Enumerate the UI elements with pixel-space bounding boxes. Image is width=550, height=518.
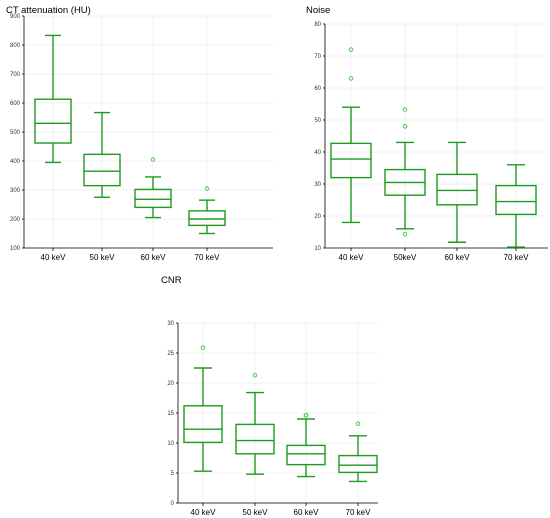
box-3 (286, 413, 326, 478)
chart-title: CNR (161, 275, 182, 286)
y-tick-label: 10 (314, 246, 321, 252)
x-tick-label: 40 keV (41, 253, 67, 262)
box-iqr (436, 173, 478, 206)
y-tick-label: 5 (171, 471, 175, 477)
x-tick-label: 50keV (394, 253, 417, 262)
y-tick-label: 0 (171, 501, 175, 507)
x-tick-label: 60 keV (141, 253, 167, 262)
outlier-point (402, 231, 408, 237)
chart-title: Noise (306, 5, 330, 16)
y-tick-label: 20 (314, 214, 321, 220)
box-iqr (83, 153, 121, 187)
y-tick-label: 700 (10, 72, 21, 78)
outlier-point (402, 124, 408, 129)
box-iqr (330, 142, 372, 179)
x-tick-label: 50 keV (243, 508, 269, 517)
y-tick-label: 200 (10, 217, 21, 223)
x-tick-label: 60 keV (294, 508, 320, 517)
chart-panel-2: Noise 10 20 30 40 50 60 70 80 40 keV 50keV 60 keV 70… (306, 5, 548, 262)
x-tick-label: 70 keV (346, 508, 372, 517)
y-tick-label: 70 (314, 54, 321, 60)
box-iqr (235, 423, 275, 455)
outlier-point (252, 372, 258, 378)
outlier-point (150, 157, 156, 162)
box-1 (34, 34, 72, 164)
y-tick-label: 600 (10, 101, 21, 107)
x-tick-label: 40 keV (191, 508, 217, 517)
y-tick-label: 30 (167, 321, 174, 327)
y-tick-label: 20 (167, 381, 174, 387)
x-tick-label: 70 keV (195, 253, 221, 262)
x-tick-label: 70 keV (504, 253, 530, 262)
chart-panel-1: CT attenuation (HU) 100 200 300 400 500 600 700… (6, 5, 273, 262)
outlier-point (204, 186, 210, 191)
y-tick-label: 800 (10, 43, 21, 49)
x-tick-label: 40 keV (339, 253, 365, 262)
box-2 (235, 372, 275, 475)
x-tick-label: 60 keV (445, 253, 471, 262)
box-iqr (183, 405, 223, 444)
box-1 (183, 345, 223, 472)
box-iqr (188, 210, 226, 227)
outlier-point (355, 421, 361, 427)
y-tick-label: 100 (10, 246, 21, 252)
y-tick-label: 15 (167, 411, 174, 417)
outlier-point (200, 345, 206, 350)
y-tick-label: 60 (314, 86, 321, 92)
box-iqr (286, 444, 326, 466)
outlier-point (402, 107, 408, 112)
y-tick-label: 50 (314, 118, 321, 124)
box-4 (495, 164, 537, 248)
outlier-point (348, 47, 354, 52)
y-tick-label: 900 (10, 14, 21, 20)
box-2 (384, 107, 426, 237)
y-tick-label: 80 (314, 22, 321, 28)
y-tick-label: 10 (167, 441, 174, 447)
x-tick-label: 50 keV (90, 253, 116, 262)
outlier-point (303, 413, 309, 418)
box-iqr (134, 188, 172, 209)
y-tick-label: 500 (10, 130, 21, 136)
box-iqr (34, 98, 72, 144)
chart-panel-3: CNR 0 5 10 15 20 25 30 40 keV 50 keV 60 keV 70 keV (161, 275, 378, 517)
box-4 (338, 421, 378, 483)
y-tick-label: 400 (10, 159, 21, 165)
box-iqr (495, 184, 537, 216)
y-tick-label: 300 (10, 188, 21, 194)
chart-title: CT attenuation (HU) (6, 5, 91, 16)
y-tick-label: 30 (314, 182, 321, 188)
box-4 (188, 186, 226, 235)
box-3 (436, 141, 478, 243)
y-tick-label: 40 (314, 150, 321, 156)
box-1 (330, 47, 372, 224)
y-tick-label: 25 (167, 351, 174, 357)
outlier-point (348, 76, 354, 81)
box-2 (83, 111, 121, 198)
box-3 (134, 157, 172, 219)
box-iqr (338, 454, 378, 474)
